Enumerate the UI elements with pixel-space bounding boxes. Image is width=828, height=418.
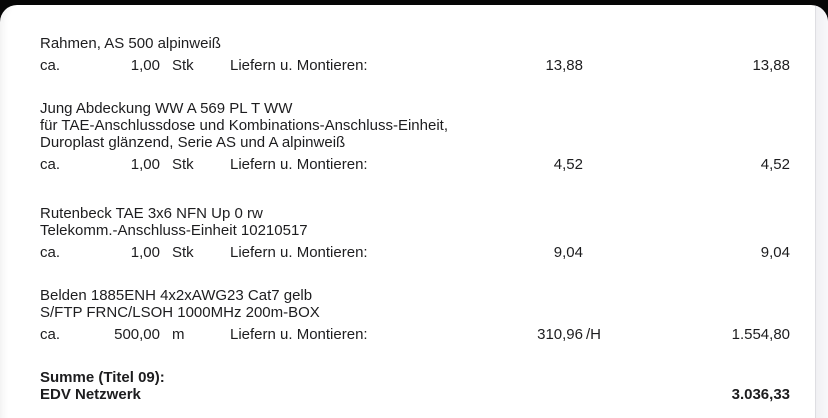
approx-label: ca. <box>40 57 61 74</box>
summary-row: EDV Netzwerk 3.036,33 <box>40 386 790 403</box>
line-item: Jung Abdeckung WW A 569 PL T WW für TAE-… <box>40 100 790 173</box>
section-total: Summe (Titel 09): EDV Netzwerk 3.036,33 <box>40 369 790 403</box>
item-service-label: Liefern u. Montieren: <box>230 244 368 261</box>
invoice-items-section: Rahmen, AS 500 alpinweiß ca. 1,00 Stk Li… <box>40 35 790 403</box>
page-edge-gutter <box>815 5 828 418</box>
item-unit: m <box>172 326 185 343</box>
item-description-line: Rahmen, AS 500 alpinweiß <box>40 35 221 52</box>
item-price-suffix <box>583 156 607 173</box>
item-description-line: Jung Abdeckung WW A 569 PL T WW <box>40 100 293 117</box>
item-unit-price: 4,52 <box>553 156 583 173</box>
item-quantity: 500,00 <box>114 326 160 343</box>
line-item: Belden 1885ENH 4x2xAWG23 Cat7 gelb S/FTP… <box>40 287 790 343</box>
line-item: Rutenbeck TAE 3x6 NFN Up 0 rw Telekomm.-… <box>40 205 790 261</box>
item-quantity: 1,00 <box>130 244 160 261</box>
item-description-line: für TAE-Anschlussdose und Kombinations-A… <box>40 117 448 134</box>
item-unit: Stk <box>172 156 194 173</box>
item-price-suffix: /H <box>586 326 601 343</box>
line-item: Rahmen, AS 500 alpinweiß ca. 1,00 Stk Li… <box>40 35 790 74</box>
item-description-line: Duroplast glänzend, Serie AS und A alpin… <box>40 134 346 151</box>
item-quantity-row: ca. 500,00 m Liefern u. Montieren: 310,9… <box>40 326 790 343</box>
item-quantity: 1,00 <box>130 156 160 173</box>
item-total-price: 13,88 <box>752 57 790 74</box>
item-description-line: Telekomm.-Anschluss-Einheit 10210517 <box>40 222 308 239</box>
item-unit-price: 9,04 <box>553 244 583 261</box>
item-price-suffix <box>583 244 607 261</box>
item-total-price: 4,52 <box>760 156 790 173</box>
item-unit: Stk <box>172 244 194 261</box>
document-sheet: Rahmen, AS 500 alpinweiß ca. 1,00 Stk Li… <box>0 5 828 418</box>
item-description-line: Rutenbeck TAE 3x6 NFN Up 0 rw <box>40 205 263 222</box>
item-quantity-row: ca. 1,00 Stk Liefern u. Montieren: 13,88… <box>40 57 790 74</box>
summary-total-amount: 3.036,33 <box>731 386 790 403</box>
approx-label: ca. <box>40 156 61 173</box>
item-service-label: Liefern u. Montieren: <box>230 156 368 173</box>
item-service-label: Liefern u. Montieren: <box>230 57 368 74</box>
item-total-price: 1.554,80 <box>731 326 790 343</box>
summary-section-name: EDV Netzwerk <box>40 386 141 403</box>
item-description-line: S/FTP FRNC/LSOH 1000MHz 200m-BOX <box>40 304 320 321</box>
item-description-line: Belden 1885ENH 4x2xAWG23 Cat7 gelb <box>40 287 313 304</box>
item-unit-price: 310,96 <box>537 326 583 343</box>
item-unit: Stk <box>172 57 194 74</box>
approx-label: ca. <box>40 244 61 261</box>
item-price-suffix <box>583 57 607 74</box>
item-total-price: 9,04 <box>760 244 790 261</box>
item-service-label: Liefern u. Montieren: <box>230 326 368 343</box>
approx-label: ca. <box>40 326 61 343</box>
item-unit-price: 13,88 <box>545 57 583 74</box>
summary-title: Summe (Titel 09): <box>40 369 165 386</box>
item-quantity-row: ca. 1,00 Stk Liefern u. Montieren: 9,04 … <box>40 244 790 261</box>
item-quantity: 1,00 <box>130 57 160 74</box>
item-quantity-row: ca. 1,00 Stk Liefern u. Montieren: 4,52 … <box>40 156 790 173</box>
